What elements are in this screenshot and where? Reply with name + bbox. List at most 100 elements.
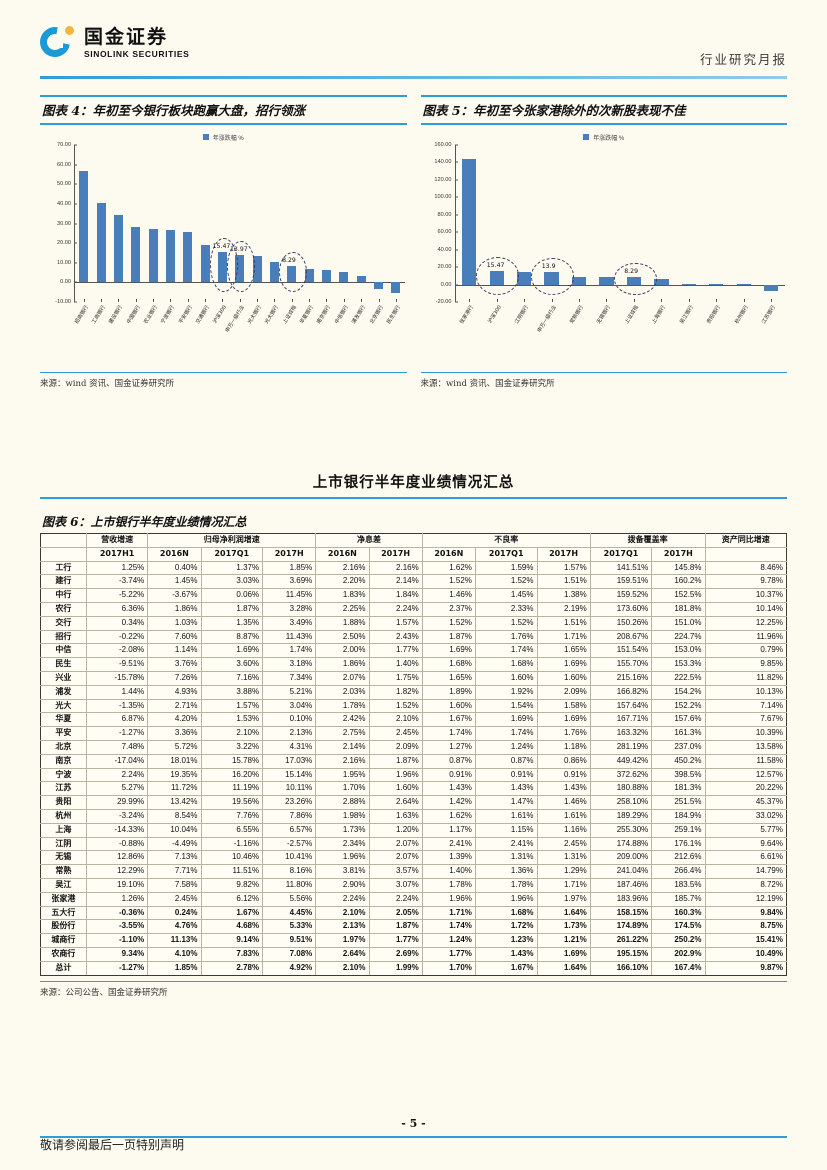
table-cell: 1.87% xyxy=(200,601,264,617)
table-cell: 1.60% xyxy=(368,781,423,797)
chart-annotation-ellipse xyxy=(531,258,575,295)
table-cell: 8.87% xyxy=(200,629,264,645)
chart-bar-cell xyxy=(703,145,730,302)
table-cell: 10.49% xyxy=(704,946,787,962)
table-row: 杭州 -3.24% 8.54% 7.76% 7.86% 1.98% 1.63% 1.62% 1.… xyxy=(40,808,787,824)
chart-bar-cell xyxy=(162,145,179,302)
chart-bar-cell xyxy=(510,145,537,302)
table-cell: 29.99% xyxy=(85,795,149,810)
x-axis-tick xyxy=(469,299,471,302)
chart-bar-cell xyxy=(266,145,283,302)
table-sub-header xyxy=(704,546,787,562)
table-cell: 2.41% xyxy=(474,836,538,852)
bank-name-cell: 张家港 xyxy=(40,891,87,907)
table-cell: 11.51% xyxy=(200,864,264,879)
x-axis-cell: 上证综指 xyxy=(620,299,647,340)
table-cell: 2.16% xyxy=(315,560,370,576)
table-cell: 141.51% xyxy=(589,560,653,576)
table-cell: 10.11% xyxy=(262,781,317,797)
table-cell: 258.10% xyxy=(589,795,653,810)
table-cell: 0.40% xyxy=(147,560,202,576)
chart-bar-cell xyxy=(757,145,784,302)
x-axis-tick-label: 申万一级行业 xyxy=(536,304,558,334)
table-cell: 8.72% xyxy=(704,877,787,893)
table-cell: 3.88% xyxy=(200,684,264,700)
table-cell: -3.67% xyxy=(147,588,202,603)
bank-name-cell: 华夏 xyxy=(40,712,87,728)
table-cell: 6.12% xyxy=(200,891,264,907)
table-header: 营收增速 归母净利润增速 净息差 不良率 拨备覆盖率 资产同比增速 2017H1 2016N… xyxy=(40,533,787,562)
table-cell: 1.68% xyxy=(421,657,476,672)
chart-bar xyxy=(96,203,106,283)
chart-bar xyxy=(252,255,262,283)
x-axis-cell: 农业银行 xyxy=(143,299,161,340)
table-cell: 8.54% xyxy=(147,808,202,824)
chart-bar-cell xyxy=(110,145,127,302)
table-cell: -2.08% xyxy=(85,643,149,659)
figure-5-title: 图表 5：年初至今张家港除外的次新股表现不佳 xyxy=(420,95,787,125)
legend-swatch-icon xyxy=(202,134,209,140)
table-cell: 2.33% xyxy=(474,601,538,617)
table-cell: 159.52% xyxy=(589,588,653,603)
table-cell: 160.3% xyxy=(651,905,706,921)
table-cell: 1.39% xyxy=(421,850,476,866)
table-cell: 2.24% xyxy=(85,767,149,783)
y-axis-tick-label: 10.00 xyxy=(57,259,71,266)
table-cell: 159.51% xyxy=(589,574,653,590)
table-cell: 1.44% xyxy=(85,684,149,700)
bank-name-cell: 五大行 xyxy=(40,905,87,921)
x-axis-tick xyxy=(135,299,137,302)
table-row: 兴业 -15.78% 7.26% 7.16% 7.34% 2.07% 1.75% 1.65% 1… xyxy=(40,670,787,686)
table-cell: 9.64% xyxy=(704,836,787,852)
chart-annotation-ellipse xyxy=(279,252,308,293)
table-cell: 1.69% xyxy=(200,643,264,659)
table-cell: 2.88% xyxy=(315,795,370,810)
bank-name-cell: 吴江 xyxy=(40,877,87,893)
table-cell: 1.60% xyxy=(536,670,591,686)
table-cell: 1.82% xyxy=(368,684,423,700)
table-cell: 2.24% xyxy=(315,891,370,907)
table-row: 江阴 -0.88% -4.49% -1.16% -2.57% 2.34% 2.07% 2.41… xyxy=(40,836,787,852)
table-cell: 157.6% xyxy=(651,712,706,728)
y-axis-tick-label: 50.00 xyxy=(57,181,71,188)
table-cell: -0.22% xyxy=(85,629,149,645)
x-axis-tick-label: 贵阳银行 xyxy=(706,304,723,326)
table-sub-header xyxy=(40,546,87,562)
table-cell: 2.64% xyxy=(368,795,423,810)
table-cell: 0.91% xyxy=(536,767,591,783)
table-cell: 1.77% xyxy=(368,643,423,659)
table-sub-header: 2017Q1 xyxy=(200,546,264,562)
table-summary-row: 股份行 -3.55% 4.76% 4.68% 5.33% 2.13% 1.87% 1.74% 1… xyxy=(40,919,787,935)
bank-name-cell: 上海 xyxy=(40,822,87,838)
table-cell: 1.46% xyxy=(536,795,591,810)
table-cell: 1.45% xyxy=(147,574,202,590)
bank-name-cell: 交行 xyxy=(40,615,87,631)
x-axis-cell: 吴江银行 xyxy=(675,299,702,340)
bank-name-cell: 宁波 xyxy=(40,767,87,783)
x-axis-tick-label: 建设银行 xyxy=(108,304,125,326)
bank-name-cell: 南京 xyxy=(40,753,87,769)
x-axis-tick xyxy=(83,299,85,302)
table-summary-row: 城商行 -1.10% 11.13% 9.14% 9.51% 1.97% 1.77% 1.24%… xyxy=(40,933,787,948)
table-cell: 8.16% xyxy=(262,864,317,879)
x-axis-tick-label: 光大银行 xyxy=(247,304,264,326)
table-cell: 2.45% xyxy=(147,891,202,907)
chart-bar xyxy=(356,276,366,283)
table-cell: 2.19% xyxy=(536,601,591,617)
table-cell: 187.46% xyxy=(589,877,653,893)
bank-name-cell: 股份行 xyxy=(40,919,87,935)
table-cell: 7.67% xyxy=(704,712,787,728)
y-axis-tick-label: 60.00 xyxy=(437,229,452,236)
x-axis-cell: 民生银行 xyxy=(386,299,404,340)
x-axis-tick xyxy=(361,299,363,302)
x-axis-tick xyxy=(187,299,189,302)
table-cell: 1.15% xyxy=(474,822,538,838)
y-axis-tick-label: 0.00 xyxy=(60,279,71,286)
table-cell: 261.22% xyxy=(589,933,653,948)
table-cell: 1.97% xyxy=(536,891,591,907)
chart-bar-cell xyxy=(387,145,404,302)
table-cell: 1.71% xyxy=(536,877,591,893)
table-cell: 7.48% xyxy=(85,739,149,755)
table-row: 平安 -1.27% 3.36% 2.10% 2.13% 2.75% 2.45% 1.74% 1.… xyxy=(40,726,787,741)
table-cell: 1.60% xyxy=(474,670,538,686)
